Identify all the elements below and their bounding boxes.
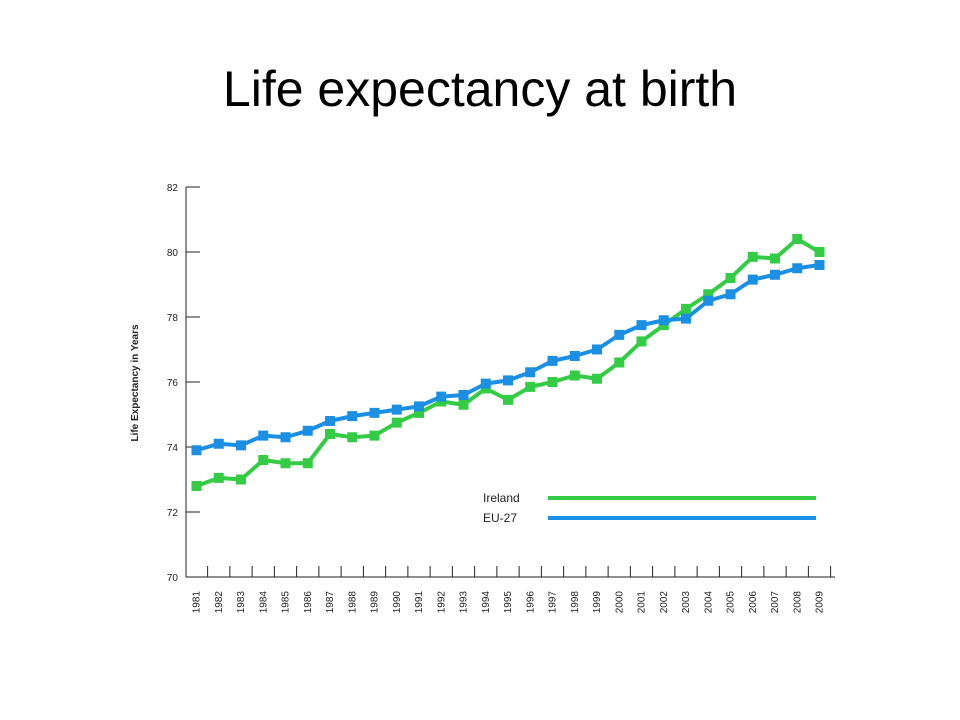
x-tick-label: 1999	[592, 591, 603, 614]
data-point-ireland	[347, 432, 358, 443]
data-point-ireland	[636, 336, 647, 347]
data-point-eu-27	[703, 295, 714, 306]
data-point-eu-27	[280, 432, 291, 443]
data-point-ireland	[369, 430, 380, 441]
x-tick-label: 1985	[281, 591, 292, 614]
x-tick-label: 2004	[703, 591, 714, 614]
x-tick-label: 1995	[503, 591, 514, 614]
x-tick-label: 1986	[303, 591, 314, 614]
data-point-eu-27	[747, 274, 758, 285]
y-tick-label: 80	[167, 248, 179, 259]
data-point-eu-27	[770, 269, 780, 280]
data-point-ireland	[503, 394, 513, 405]
page-title: Life expectancy at birth	[222, 61, 738, 117]
data-point-ireland	[191, 481, 202, 491]
x-tick-label: 2007	[770, 591, 781, 614]
data-point-eu-27	[681, 313, 691, 324]
data-point-eu-27	[213, 438, 224, 449]
x-tick-label: 2002	[659, 591, 670, 614]
x-tick-label: 1992	[436, 591, 447, 614]
x-tick-label: 1997	[548, 591, 559, 614]
x-tick-label: 1993	[459, 591, 470, 614]
data-point-ireland	[703, 289, 714, 300]
data-point-eu-27	[614, 329, 625, 340]
x-tick-label: 1984	[258, 591, 269, 614]
y-tick-label: 70	[167, 573, 179, 584]
data-point-eu-27	[302, 425, 313, 436]
x-tick-label: 1981	[192, 591, 203, 614]
x-tick-label: 1994	[481, 591, 492, 614]
data-point-ireland	[325, 429, 335, 439]
data-point-eu-27	[658, 315, 669, 326]
data-point-ireland	[547, 377, 558, 387]
x-tick-label: 1987	[325, 591, 336, 614]
x-tick-label: 1982	[214, 591, 225, 614]
legend-label-eu-27: EU-27	[483, 511, 517, 525]
y-tick-label: 72	[167, 508, 179, 519]
x-tick-label: 2001	[637, 591, 648, 614]
data-point-ireland	[792, 234, 803, 244]
data-point-eu-27	[414, 401, 424, 412]
data-point-eu-27	[636, 320, 647, 331]
data-point-ireland	[414, 407, 424, 418]
x-tick-label: 1983	[236, 591, 247, 614]
data-point-ireland	[391, 417, 402, 428]
x-tick-label: 1996	[525, 591, 536, 614]
data-point-eu-27	[792, 263, 803, 274]
data-point-eu-27	[436, 391, 447, 402]
data-point-eu-27	[569, 351, 580, 361]
x-tick-label: 2009	[815, 591, 826, 614]
y-axis-label: Life Expectancy in Years	[130, 324, 141, 442]
data-point-ireland	[213, 472, 224, 483]
data-point-eu-27	[391, 404, 402, 415]
data-point-eu-27	[814, 260, 825, 270]
series-layer	[191, 234, 825, 491]
data-point-eu-27	[458, 390, 469, 400]
data-point-eu-27	[503, 375, 513, 386]
x-tick-label: 1998	[570, 591, 581, 614]
x-tick-label: 2008	[792, 591, 803, 614]
data-point-ireland	[614, 357, 625, 368]
data-point-ireland	[569, 370, 580, 381]
data-point-eu-27	[369, 407, 380, 418]
data-point-eu-27	[592, 344, 602, 355]
data-point-ireland	[747, 251, 758, 262]
data-point-eu-27	[547, 355, 558, 366]
y-tick-label: 74	[167, 443, 179, 454]
data-point-ireland	[236, 474, 246, 485]
legend: Ireland EU-27	[483, 491, 816, 525]
x-tick-label: 2000	[614, 591, 625, 614]
data-point-eu-27	[725, 289, 736, 300]
data-point-ireland	[280, 458, 291, 469]
y-tick-label: 76	[167, 378, 179, 389]
data-point-ireland	[592, 373, 602, 384]
data-point-ireland	[814, 247, 825, 257]
data-point-eu-27	[325, 416, 335, 426]
y-tick-label: 82	[167, 183, 179, 194]
data-point-ireland	[458, 399, 469, 410]
data-point-eu-27	[480, 378, 491, 389]
legend-label-ireland: Ireland	[483, 491, 520, 505]
data-point-eu-27	[258, 430, 269, 441]
data-point-eu-27	[525, 367, 536, 378]
x-tick-label: 2006	[748, 591, 759, 614]
x-tick-label: 1989	[370, 591, 381, 614]
data-point-ireland	[525, 381, 536, 392]
data-point-ireland	[681, 303, 691, 314]
x-tick-label: 1990	[392, 591, 403, 614]
data-point-eu-27	[236, 440, 246, 451]
x-tick-label: 1991	[414, 591, 425, 614]
data-point-eu-27	[347, 411, 358, 422]
data-point-ireland	[258, 455, 269, 465]
x-tick-label: 2005	[726, 591, 737, 614]
data-point-ireland	[725, 273, 736, 283]
x-tick-label: 2003	[681, 591, 692, 614]
x-tick-label: 1988	[347, 591, 358, 614]
data-point-eu-27	[191, 445, 202, 456]
data-point-ireland	[302, 458, 313, 469]
data-point-ireland	[770, 253, 780, 264]
axes: 70 72 74 76 78 80 82 1981 1982 1983 1984 1985 1986 19…	[167, 183, 835, 613]
y-tick-label: 78	[167, 313, 179, 324]
